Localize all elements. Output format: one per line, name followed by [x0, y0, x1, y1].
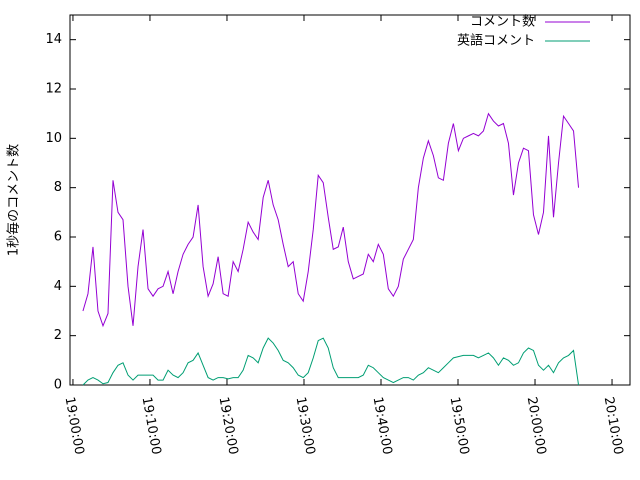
x-tick-label: 19:40:00 — [370, 396, 395, 456]
y-tick-label: 8 — [54, 180, 62, 195]
plot-frame — [69, 14, 631, 386]
x-tick-label: 20:00:00 — [524, 396, 549, 456]
x-tick-label: 20:10:00 — [601, 396, 626, 456]
x-tick-label: 19:30:00 — [293, 396, 318, 456]
y-tick-label: 6 — [54, 230, 62, 245]
series-line — [82, 337, 580, 386]
legend-label: コメント数 — [470, 15, 535, 30]
x-tick-label: 19:00:00 — [62, 396, 87, 456]
y-tick-label: 10 — [45, 131, 62, 146]
y-tick-label: 2 — [54, 328, 62, 343]
y-tick-label: 0 — [54, 378, 62, 393]
x-tick-label: 19:20:00 — [216, 396, 241, 456]
y-axis-label: 1秒毎のコメント数 — [6, 144, 22, 256]
x-tick-label: 19:50:00 — [447, 396, 472, 456]
x-tick-label: 19:10:00 — [139, 396, 164, 456]
y-tick-label: 14 — [45, 32, 62, 47]
y-tick-label: 4 — [54, 279, 62, 294]
y-tick-label: 12 — [45, 82, 62, 97]
series-line — [82, 112, 580, 328]
legend-label: 英語コメント — [457, 33, 535, 49]
